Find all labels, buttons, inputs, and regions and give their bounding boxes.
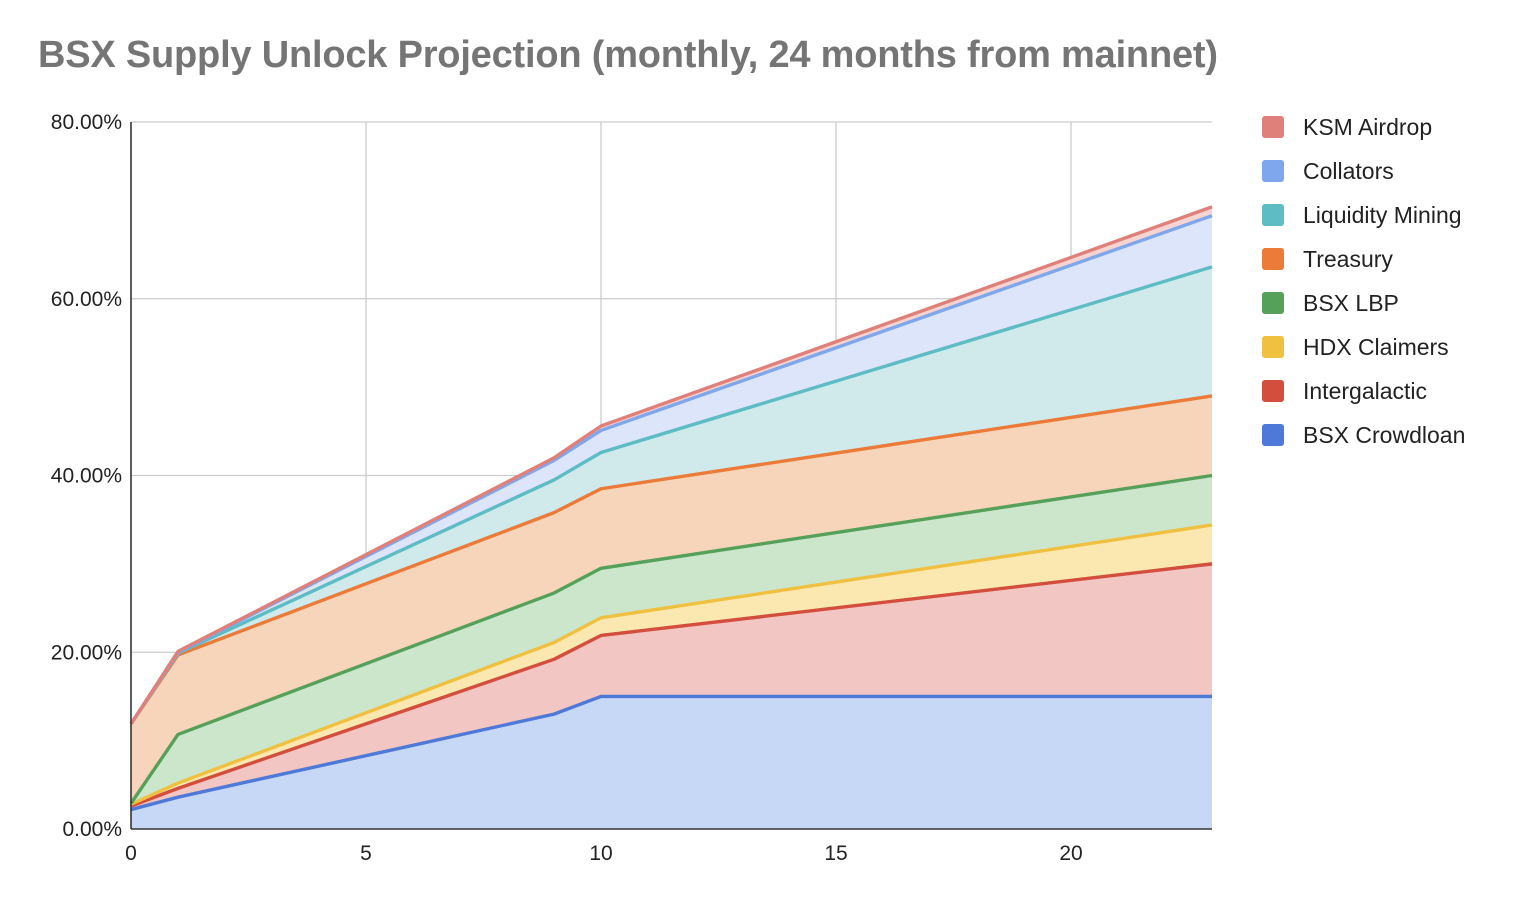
- y-tick-label: 60.00%: [51, 288, 122, 311]
- series-lines: [129, 205, 1213, 812]
- area-intergalactic: [131, 563, 1212, 810]
- legend-swatch: [1262, 248, 1284, 270]
- chart-title: BSX Supply Unlock Projection (monthly, 2…: [38, 34, 1218, 76]
- tick-labels: 0.00% 20.00% 40.00% 60.00% 80.00% 0 5 10 15 20: [51, 111, 1083, 865]
- axes: [130, 122, 1212, 830]
- legend-item-treasury: Treasury: [1262, 237, 1465, 281]
- legend-label: KSM Airdrop: [1303, 113, 1433, 140]
- line-hdx-claimers: [130, 523, 1213, 806]
- legend-swatch: [1262, 160, 1284, 182]
- legend-label: HDX Claimers: [1303, 333, 1449, 360]
- y-tick-label: 20.00%: [51, 641, 122, 664]
- area-bsx-crowdloan: [131, 696, 1212, 829]
- legend-swatch: [1262, 336, 1284, 358]
- legend-label: Collators: [1303, 157, 1394, 184]
- line-bsx-crowdloan: [130, 694, 1212, 812]
- legend: KSM Airdrop Collators Liquidity Mining Trea…: [1262, 105, 1465, 457]
- legend-label: BSX Crowdloan: [1303, 421, 1466, 448]
- legend-swatch: [1262, 424, 1284, 446]
- line-intergalactic: [130, 562, 1213, 808]
- legend-label: Treasury: [1303, 245, 1393, 272]
- legend-label: Intergalactic: [1303, 377, 1428, 404]
- x-tick-label: 15: [824, 842, 847, 865]
- area-liquidity-mining: [131, 266, 1212, 724]
- legend-item-liquidity-mining: Liquidity Mining: [1262, 193, 1465, 237]
- line-bsx-lbp: [129, 473, 1213, 805]
- legend-label: BSX LBP: [1303, 289, 1399, 316]
- legend-item-intergalactic: Intergalactic: [1262, 369, 1465, 413]
- area-fills: [131, 206, 1212, 829]
- area-bsx-lbp: [131, 475, 1212, 805]
- legend-swatch: [1262, 292, 1284, 314]
- y-tick-label: 0.00%: [62, 818, 122, 841]
- area-collators: [131, 215, 1212, 724]
- legend-swatch: [1262, 380, 1284, 402]
- legend-swatch: [1262, 116, 1284, 138]
- x-tick-label: 10: [589, 842, 612, 865]
- y-tick-label: 40.00%: [51, 465, 122, 488]
- legend-item-hdx-claimers: HDX Claimers: [1262, 325, 1465, 369]
- legend-label: Liquidity Mining: [1303, 201, 1462, 228]
- x-tick-label: 20: [1059, 842, 1082, 865]
- legend-swatch: [1262, 204, 1284, 226]
- legend-item-bsx-lbp: BSX LBP: [1262, 281, 1465, 325]
- line-ksm-airdrop: [129, 205, 1213, 725]
- area-treasury: [131, 395, 1212, 804]
- y-tick-label: 80.00%: [51, 111, 122, 134]
- legend-item-bsx-crowdloan: BSX Crowdloan: [1262, 413, 1465, 457]
- x-tick-label: 0: [125, 842, 137, 865]
- legend-item-collators: Collators: [1262, 149, 1465, 193]
- legend-item-ksm-airdrop: KSM Airdrop: [1262, 105, 1465, 149]
- x-tick-label: 5: [360, 842, 372, 865]
